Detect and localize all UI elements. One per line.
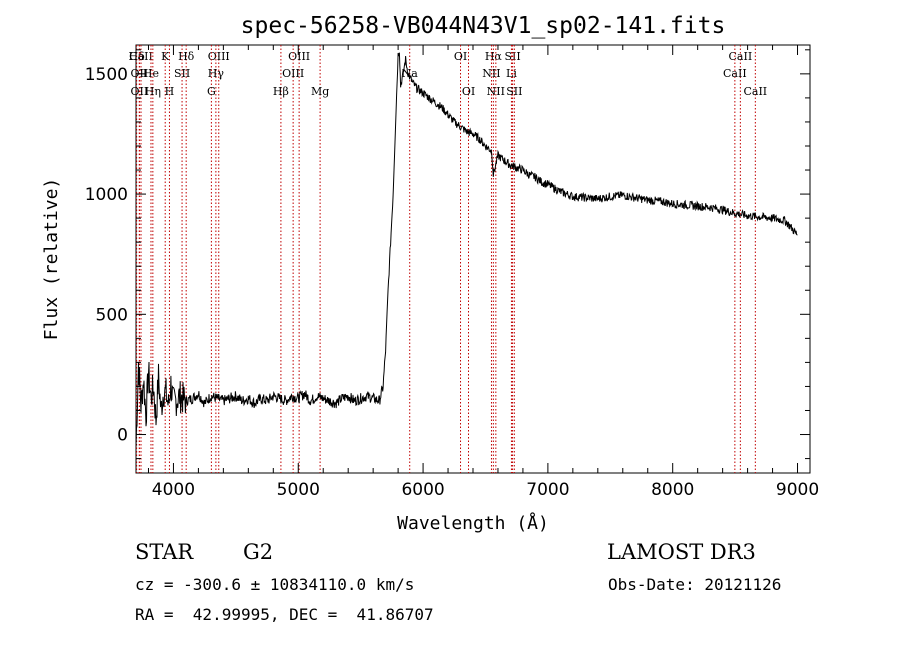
x-tick-label: 5000 xyxy=(277,480,320,500)
line-marker-label: G xyxy=(207,85,216,98)
line-marker-label: SII xyxy=(506,85,522,98)
chart-title: spec-56258-VB044N43V1_sp02-141.fits xyxy=(241,13,726,39)
observation-date: Obs-Date: 20121126 xyxy=(608,575,782,594)
y-axis-label: Flux (relative) xyxy=(41,178,62,341)
x-tick-label: 9000 xyxy=(776,480,819,500)
line-marker-label: SII xyxy=(174,67,190,80)
line-marker-label: Hβ xyxy=(273,85,289,98)
x-tick-label: 7000 xyxy=(526,480,569,500)
line-marker-label: Hδ xyxy=(178,50,195,63)
line-marker-label: H xyxy=(165,85,175,98)
line-marker-label: OIII xyxy=(288,50,310,63)
redshift-velocity: cz = -300.6 ± 10834110.0 km/s xyxy=(135,575,415,594)
y-tick-label: 500 xyxy=(96,305,128,325)
line-marker-label: Na xyxy=(402,67,419,80)
line-marker-label: OIII xyxy=(282,67,304,80)
line-marker-label: OII xyxy=(131,85,149,98)
x-tick-label: 4000 xyxy=(152,480,195,500)
x-axis-label: Wavelength (Å) xyxy=(397,512,549,534)
spectral-subclass: G2 xyxy=(243,540,274,564)
line-marker-label: CaII xyxy=(723,67,747,80)
spectrum-line xyxy=(135,52,798,447)
line-marker-label: OIII xyxy=(208,50,230,63)
y-tick-label: 1000 xyxy=(85,185,128,205)
y-tick-label: 1500 xyxy=(85,65,128,85)
line-marker-label: Hη xyxy=(145,85,161,98)
line-marker-label: He xyxy=(143,67,159,80)
line-marker-label: SII xyxy=(504,50,520,63)
object-class: STAR xyxy=(135,540,194,564)
line-marker-label: Hγ xyxy=(208,67,225,80)
x-tick-label: 6000 xyxy=(401,480,444,500)
line-marker-label: K xyxy=(161,50,170,63)
line-marker-label: NII xyxy=(487,85,505,98)
line-marker-label: CaII xyxy=(129,50,153,63)
x-tick-label: 8000 xyxy=(651,480,694,500)
line-marker-label: Hα xyxy=(485,50,503,63)
sky-coordinates: RA = 42.99995, DEC = 41.86707 xyxy=(135,605,434,624)
line-marker-label: OI xyxy=(462,85,475,98)
line-marker-label: Mg xyxy=(311,85,329,98)
line-marker-label: OI xyxy=(454,50,467,63)
line-marker-label: NII xyxy=(482,67,500,80)
y-tick-label: 0 xyxy=(117,426,128,446)
plot-frame xyxy=(135,44,811,474)
survey-name: LAMOST DR3 xyxy=(607,540,756,564)
line-marker-label: CaII xyxy=(729,50,753,63)
line-marker-label: CaII xyxy=(743,85,767,98)
line-marker-label: Li xyxy=(506,67,517,80)
